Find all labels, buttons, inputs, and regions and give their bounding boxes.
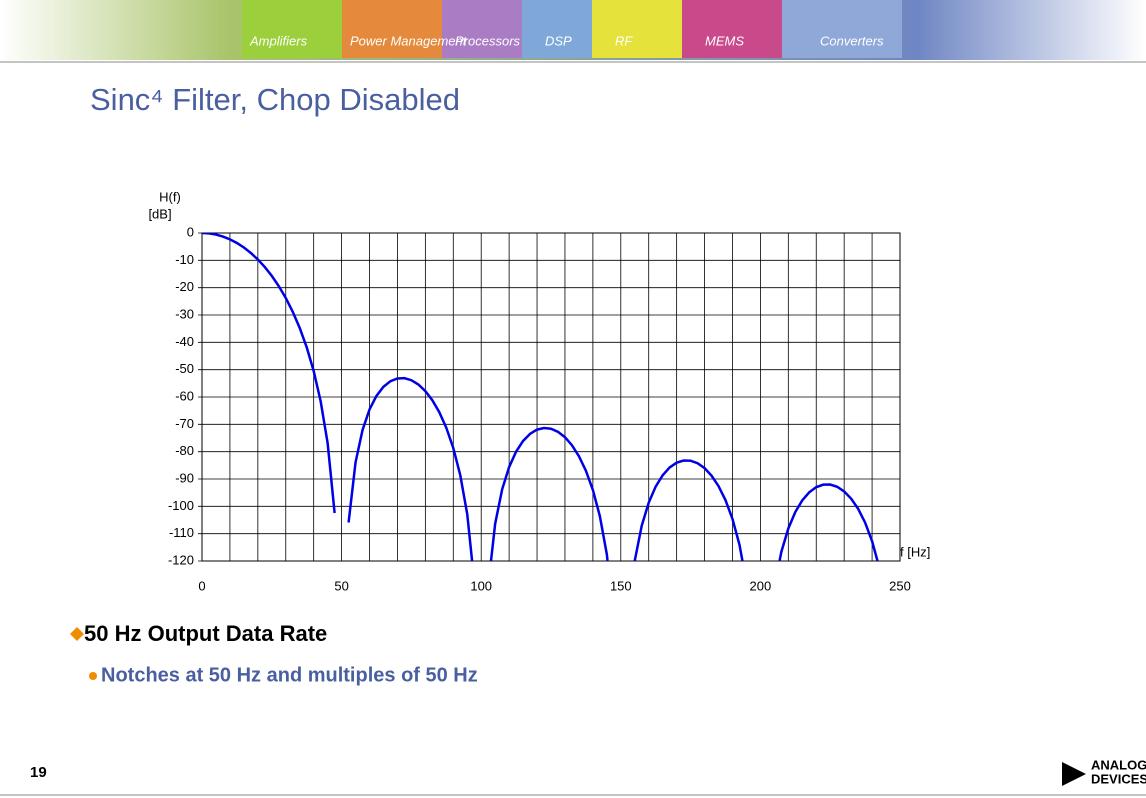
y-tick-label: 0 — [187, 224, 194, 239]
banner-label: Processors — [455, 33, 521, 48]
banner-label: DSP — [545, 33, 572, 48]
x-tick-label: 200 — [750, 578, 772, 593]
banner-label: RF — [615, 33, 633, 48]
logo-text: DEVICES — [1091, 771, 1146, 786]
y-tick-label: -100 — [168, 498, 194, 513]
slide: Sinc⁴ Filter, Chop Disabled H(f) [dB] f … — [0, 0, 1146, 798]
x-tick-label: 250 — [889, 578, 911, 593]
y-tick-label: -80 — [175, 443, 194, 458]
page-number: 19 — [30, 764, 47, 781]
banner-label: Converters — [820, 33, 884, 48]
y-axis-label: [dB] — [148, 206, 171, 221]
y-tick-label: -60 — [175, 388, 194, 403]
logo-text: ANALOG — [1091, 757, 1146, 772]
y-tick-label: -70 — [175, 416, 194, 431]
logo-mark — [1062, 762, 1086, 786]
y-tick-label: -50 — [175, 361, 194, 376]
slide-title: Sinc⁴ Filter, Chop Disabled — [90, 82, 460, 117]
x-tick-label: 0 — [198, 578, 205, 593]
y-tick-label: -20 — [175, 279, 194, 294]
banner-label: MEMS — [705, 33, 744, 48]
y-tick-label: -120 — [168, 552, 194, 567]
banner-label: Power Management — [350, 33, 468, 48]
y-tick-label: -30 — [175, 306, 194, 321]
x-tick-label: 150 — [610, 578, 632, 593]
x-tick-label: 50 — [334, 578, 348, 593]
banner-tiles — [242, 0, 902, 58]
y-tick-label: -40 — [175, 334, 194, 349]
y-axis-label: H(f) — [159, 189, 181, 204]
bullet: 50 Hz Output Data Rate — [84, 621, 327, 646]
y-tick-label: -90 — [175, 470, 194, 485]
line-series — [202, 233, 879, 651]
sub-bullet: Notches at 50 Hz and multiples of 50 Hz — [101, 664, 478, 686]
y-tick-label: -10 — [175, 252, 194, 267]
y-tick-label: -110 — [169, 525, 194, 540]
bullet-marker — [70, 627, 84, 641]
x-tick-label: 100 — [470, 578, 492, 593]
banner-label: Amplifiers — [249, 33, 308, 48]
x-axis-label: f [Hz] — [900, 544, 930, 559]
sub-bullet-marker — [89, 672, 97, 680]
